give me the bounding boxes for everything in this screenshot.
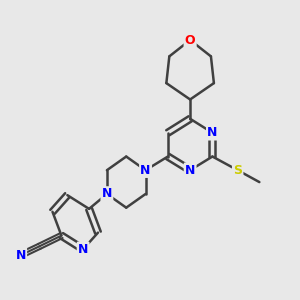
Text: N: N bbox=[102, 188, 112, 200]
Text: N: N bbox=[207, 126, 218, 139]
Text: N: N bbox=[185, 164, 195, 177]
Text: N: N bbox=[140, 164, 151, 177]
Text: O: O bbox=[185, 34, 195, 46]
Text: N: N bbox=[78, 243, 88, 256]
Text: S: S bbox=[233, 164, 242, 177]
Text: N: N bbox=[16, 249, 26, 262]
